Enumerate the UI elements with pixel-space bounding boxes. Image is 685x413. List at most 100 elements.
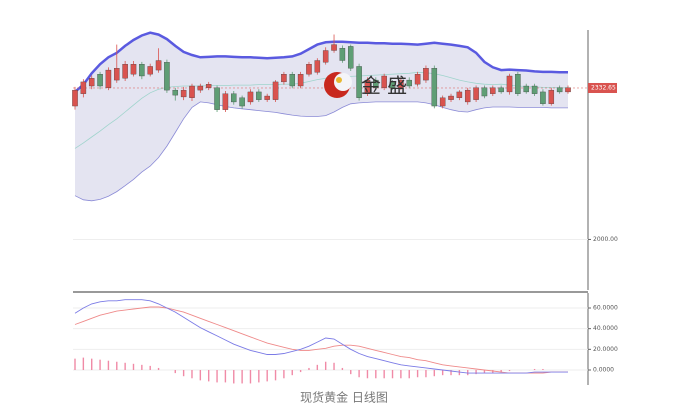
macd-bar — [216, 370, 218, 383]
candle-body — [97, 74, 103, 87]
logo — [324, 72, 352, 98]
y-tick-label: 0.0000 — [593, 367, 614, 374]
candle-body — [205, 84, 212, 88]
candle-body — [222, 93, 229, 110]
candle-body — [523, 85, 529, 93]
candle-body — [347, 46, 354, 69]
macd-bar — [508, 370, 511, 372]
candle-body — [481, 87, 488, 97]
candle-body — [423, 68, 429, 81]
macd-bar — [475, 370, 477, 375]
candle-body — [256, 91, 262, 100]
last-price-box — [588, 82, 617, 93]
macd-bar — [207, 370, 210, 382]
macd-bar — [299, 370, 302, 373]
macd-bar — [350, 370, 352, 375]
macd-bar — [74, 358, 76, 371]
macd-bar — [274, 370, 277, 381]
macd-bar — [391, 370, 394, 379]
macd-bar — [492, 370, 494, 374]
y-tick-label: 60.0000 — [593, 304, 618, 311]
macd-bar — [308, 367, 310, 371]
candle-body — [548, 89, 555, 104]
candle-body — [464, 89, 471, 103]
candle-body — [214, 87, 220, 110]
logo-crescent — [334, 73, 352, 91]
candle-body — [414, 74, 421, 85]
candle-body — [272, 81, 279, 100]
macd-bar — [107, 360, 110, 371]
macd-bar — [358, 370, 360, 378]
candle-body — [448, 95, 454, 100]
candle-body — [331, 44, 337, 51]
candle-body — [339, 48, 346, 61]
candle-body — [356, 66, 362, 98]
y-tick-label: 40.0000 — [593, 325, 618, 332]
macd-bar — [500, 370, 502, 373]
macd-bar — [132, 363, 135, 371]
macd-bar — [191, 370, 193, 379]
candle-body — [439, 97, 446, 107]
macd-bar — [400, 370, 402, 379]
candle-body — [431, 68, 438, 107]
macd-bar — [99, 359, 101, 371]
logo-dot — [336, 77, 342, 83]
macd-bar — [333, 362, 335, 371]
macd-bar — [324, 361, 327, 371]
candle-body — [398, 79, 404, 88]
candle-body — [406, 79, 412, 87]
candle-body — [139, 64, 145, 77]
candle-body — [389, 81, 396, 88]
candle-body — [531, 85, 538, 94]
caption: 现货黄金 日线图 — [300, 390, 388, 405]
macd-bar — [157, 367, 160, 371]
candle-body — [498, 87, 504, 93]
candle-body — [114, 68, 120, 81]
band-area — [75, 32, 568, 201]
macd-bar — [224, 370, 227, 383]
candle-body — [281, 74, 287, 83]
macd-bar — [467, 370, 469, 376]
macd-bar — [316, 364, 319, 371]
candle-body — [373, 79, 379, 88]
macd-bar — [416, 370, 419, 378]
candle-body — [264, 95, 270, 100]
y-tick-label: 2000.00 — [593, 236, 618, 243]
macd-bar — [91, 358, 93, 371]
last-price-label: 2332.65 — [591, 84, 616, 91]
macd-bar — [241, 370, 243, 384]
candle-body — [231, 93, 237, 103]
band-lower — [74, 101, 568, 202]
macd-bar — [375, 370, 377, 379]
macd-bar — [341, 367, 344, 371]
candle-body — [364, 79, 371, 94]
candle-body — [147, 66, 153, 75]
candle-body — [322, 50, 329, 63]
dea-line — [74, 306, 568, 374]
macd-bar — [149, 365, 151, 371]
candle-body — [540, 91, 546, 104]
candle-body — [381, 75, 387, 88]
candle-body — [490, 87, 496, 94]
candle-body — [306, 64, 312, 75]
dif-line — [74, 299, 568, 374]
macd-bar — [182, 370, 185, 377]
candle-body — [565, 87, 571, 93]
band-upper — [74, 31, 568, 93]
band-middle — [74, 71, 568, 149]
macd-bar — [258, 370, 260, 383]
macd-bar — [174, 370, 176, 374]
candle-body — [297, 74, 304, 87]
candle-body — [247, 91, 254, 103]
candle-body — [239, 97, 245, 107]
candle-body — [456, 91, 463, 98]
macd-bar — [441, 370, 444, 376]
candle-body — [515, 74, 521, 94]
macd-bar — [249, 370, 252, 384]
macd-bar — [82, 357, 85, 371]
macd-bar — [141, 364, 143, 371]
candle-body — [164, 62, 170, 91]
candle-body — [473, 87, 479, 100]
candle-body — [506, 75, 513, 93]
